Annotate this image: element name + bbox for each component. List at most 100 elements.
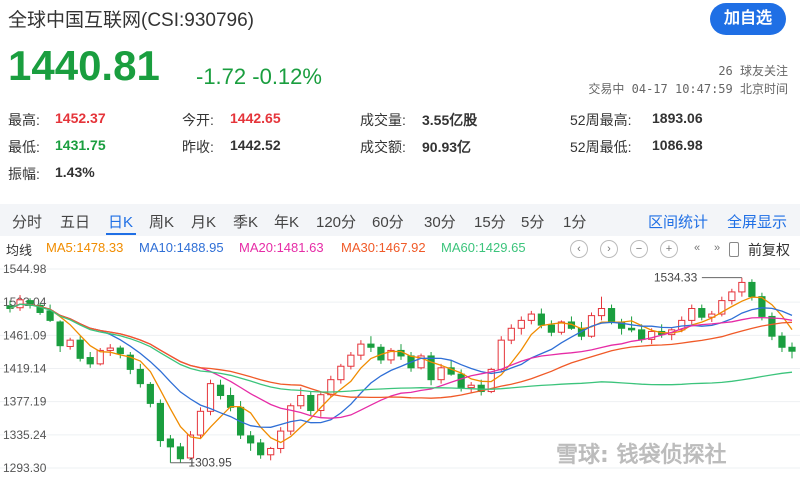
tab-0[interactable]: 分时	[12, 214, 43, 231]
candle-body	[196, 410, 205, 436]
candle-body	[56, 321, 64, 347]
zoom-in-icon[interactable]: +	[660, 240, 678, 258]
candle-body	[597, 308, 606, 317]
ma-legend: 均线 MA5:1478.33 MA10:1488.95 MA20:1481.63 MA3…	[0, 240, 560, 258]
tab-8[interactable]: 60分	[372, 214, 404, 231]
restore-mode-button[interactable]: 前复权	[748, 242, 790, 258]
tab-5[interactable]: 季K	[233, 214, 259, 231]
tab-1[interactable]: 五日	[60, 214, 91, 231]
candle-body	[206, 383, 215, 412]
candle-body	[146, 383, 154, 404]
ma-line-5	[9, 296, 793, 444]
fullscreen-button[interactable]: 全屏显示	[727, 214, 788, 231]
candle-body	[417, 355, 425, 369]
candle-body	[86, 357, 94, 365]
candle-body	[216, 384, 225, 396]
candle-body	[607, 308, 616, 323]
candle-body	[66, 339, 74, 347]
candle-body	[487, 368, 495, 393]
trading-status: 交易中 04-17 10:47:59 北京时间	[588, 82, 788, 96]
ma-item-4: MA60:1429.65	[441, 240, 526, 255]
candle-body	[517, 319, 525, 329]
candle-body	[186, 434, 195, 459]
candle-body	[497, 339, 505, 370]
candle-body	[748, 281, 756, 298]
stat-value: 3.55亿股	[422, 112, 478, 128]
tab-4[interactable]: 月K	[191, 214, 217, 231]
candle-body	[457, 373, 465, 389]
ma-label: 均线	[6, 243, 33, 258]
tab-10[interactable]: 15分	[474, 214, 506, 231]
stat-value: 1442.52	[230, 137, 281, 153]
range-stats-button[interactable]: 区间统计	[648, 214, 709, 231]
candle-body	[156, 402, 164, 442]
prev-icon[interactable]: «	[693, 242, 701, 254]
candle-body	[277, 430, 285, 449]
ma-line-60	[9, 303, 793, 393]
ma-line-30	[9, 303, 793, 399]
y-tick-label: 1419.14	[3, 362, 47, 376]
candle-body	[738, 281, 746, 293]
max-annotation: 1534.33	[654, 271, 698, 285]
add-to-watchlist-button[interactable]: 加自选	[710, 3, 786, 35]
stat-value: 1086.98	[652, 137, 703, 153]
left-arrow-icon[interactable]: ‹	[570, 240, 588, 258]
next-icon[interactable]: »	[713, 242, 721, 254]
restore-icon[interactable]	[729, 242, 739, 257]
candle-body	[557, 321, 566, 333]
stat-value: 1893.06	[652, 110, 703, 126]
candle-body	[136, 368, 144, 385]
candle-body	[718, 300, 726, 315]
stat-value: 1452.37	[55, 110, 106, 126]
stat-label: 成交额:	[360, 139, 406, 155]
page-title: 全球中国互联网(CSI:930796)	[8, 10, 255, 31]
candle-body	[267, 447, 275, 456]
tab-11[interactable]: 5分	[521, 214, 545, 231]
tab-6[interactable]: 年K	[274, 214, 300, 231]
candle-body	[527, 313, 535, 321]
zoom-out-icon[interactable]: −	[630, 240, 648, 258]
current-price: 1440.81	[8, 42, 160, 89]
candle-body	[116, 347, 124, 355]
stat-label: 成交量:	[360, 112, 406, 128]
stat-label: 52周最高:	[570, 112, 632, 128]
candle-body	[688, 308, 696, 321]
candle-body	[367, 343, 375, 348]
candle-body	[437, 367, 445, 381]
candle-body	[467, 384, 475, 389]
candle-body	[307, 394, 315, 412]
period-tabs: 分时 五日 日K 周K 月K 季K 年K 120分 60分 30分 15分 5分 1分 区间统计 全屏显示	[0, 204, 800, 236]
ma-item-3: MA30:1467.92	[341, 240, 426, 255]
candle-body	[507, 327, 515, 341]
candle-body	[347, 354, 355, 367]
candle-body	[257, 442, 265, 456]
right-arrow-icon[interactable]: ›	[600, 240, 618, 258]
active-tab-underline	[106, 233, 136, 235]
tab-12[interactable]: 1分	[563, 214, 587, 231]
candle-body	[357, 343, 365, 356]
y-tick-label: 1461.09	[3, 328, 47, 342]
stat-label: 最低:	[8, 139, 40, 155]
tab-7[interactable]: 120分	[316, 214, 357, 231]
candle-body	[728, 291, 736, 302]
followers-count[interactable]: 26 球友关注	[718, 64, 788, 78]
candle-body	[427, 355, 435, 381]
price-change: -1.72 -0.12%	[196, 64, 322, 89]
candle-body	[36, 304, 44, 313]
tab-3[interactable]: 周K	[149, 214, 175, 231]
candle-body	[166, 438, 175, 448]
candle-body	[337, 365, 345, 381]
y-tick-label: 1293.30	[3, 461, 47, 475]
stat-label: 最高:	[8, 112, 40, 128]
candle-body	[287, 405, 295, 432]
tab-9[interactable]: 30分	[424, 214, 456, 231]
stat-label: 昨收:	[182, 139, 214, 155]
candle-body	[648, 330, 656, 340]
ma-line-10	[9, 303, 793, 428]
stat-value: 1.43%	[55, 164, 95, 180]
y-tick-label: 1377.19	[3, 395, 47, 409]
tab-2[interactable]: 日K	[108, 214, 134, 231]
watermark: 雪球: 钱袋侦探社	[556, 442, 726, 468]
kline-chart[interactable]: 1544.981503.041461.091419.141377.191335.…	[0, 260, 800, 478]
candle-body	[247, 435, 255, 444]
